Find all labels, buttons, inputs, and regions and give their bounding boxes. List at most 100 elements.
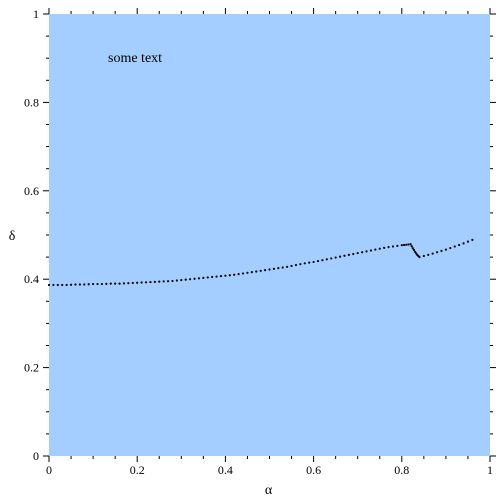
x-tick-label: 0.6 (306, 463, 321, 477)
data-point (396, 244, 399, 247)
data-point (92, 282, 95, 286)
data-point (87, 283, 90, 286)
data-point (65, 283, 68, 287)
data-point (153, 280, 156, 283)
data-point (78, 283, 81, 286)
data-point (321, 259, 324, 262)
data-point (338, 255, 342, 258)
data-point (140, 281, 143, 284)
data-point (290, 264, 293, 268)
data-point (69, 283, 73, 286)
y-tick-label: 0.6 (24, 184, 39, 198)
data-point (427, 253, 430, 256)
data-point (453, 245, 456, 248)
data-point (330, 257, 333, 260)
data-point (144, 281, 148, 284)
data-point (211, 275, 214, 279)
data-point (202, 276, 205, 279)
y-tick-label: 1 (33, 7, 39, 21)
data-point (250, 271, 253, 274)
data-point (334, 256, 337, 259)
data-point (219, 275, 223, 278)
data-point (268, 268, 271, 271)
data-point (233, 273, 236, 276)
data-point (109, 282, 112, 285)
data-point (259, 269, 262, 272)
tick-labels: 0 0.2 0.4 0.6 0.8 1 0 0.2 0.4 0.6 0.8 1 (24, 7, 493, 477)
data-point (206, 276, 209, 279)
data-point (246, 271, 249, 274)
data-point (193, 277, 196, 280)
x-tick-label: 0.8 (394, 463, 409, 477)
data-point (286, 265, 289, 268)
data-point (96, 282, 99, 286)
data-point (411, 247, 414, 250)
data-point (255, 270, 258, 273)
data-point (378, 247, 381, 250)
data-point (189, 278, 192, 281)
x-tick-label: 0 (46, 463, 52, 477)
data-point (400, 244, 403, 247)
data-point (422, 254, 425, 258)
data-point (127, 282, 130, 285)
data-point (52, 283, 55, 287)
data-point (435, 251, 439, 254)
data-point (383, 246, 386, 249)
data-point (412, 248, 416, 252)
data-point (131, 281, 134, 285)
data-point (471, 238, 474, 241)
data-point (118, 282, 121, 285)
data-point (263, 269, 267, 272)
data-point (184, 278, 187, 281)
data-point (303, 262, 306, 265)
data-point (325, 258, 328, 261)
data-point (171, 279, 174, 283)
tick-marks (43, 8, 496, 462)
y-axis-label: δ (9, 229, 16, 244)
data-point (105, 282, 108, 285)
x-tick-label: 0.2 (130, 463, 145, 477)
data-point (466, 240, 470, 243)
data-point (462, 242, 465, 245)
data-point (444, 248, 447, 251)
data-point (440, 249, 443, 253)
y-tick-label: 0 (33, 449, 39, 463)
data-point (61, 283, 64, 287)
data-point (224, 274, 227, 277)
data-point (407, 243, 410, 246)
data-point (347, 253, 350, 256)
data-point (180, 278, 183, 282)
data-point (374, 248, 377, 251)
data-point (83, 283, 86, 286)
data-point (316, 259, 320, 263)
data-point (449, 246, 452, 250)
data-point (136, 281, 139, 284)
data-point (369, 249, 373, 252)
data-point (308, 261, 311, 264)
y-tick-label: 0.4 (24, 272, 39, 286)
data-point (294, 263, 298, 267)
data-point (149, 280, 152, 284)
data-point (356, 252, 359, 255)
data-point (361, 251, 364, 254)
data-point (415, 252, 418, 255)
data-point (56, 283, 59, 287)
data-point (402, 243, 406, 247)
data-point (431, 252, 434, 255)
data-point (162, 280, 165, 283)
data-point (410, 245, 413, 248)
data-point (299, 263, 302, 266)
data-point (228, 274, 231, 277)
data-point (47, 283, 51, 287)
data-point (100, 282, 104, 286)
data-point (365, 250, 368, 253)
data-point (312, 260, 315, 264)
data-point (391, 245, 395, 248)
data-point (166, 280, 170, 283)
y-tick-label: 0.8 (24, 95, 39, 109)
data-point (158, 280, 161, 283)
y-tick-label: 0.2 (24, 361, 39, 375)
data-point (405, 243, 408, 246)
data-point (272, 267, 276, 270)
